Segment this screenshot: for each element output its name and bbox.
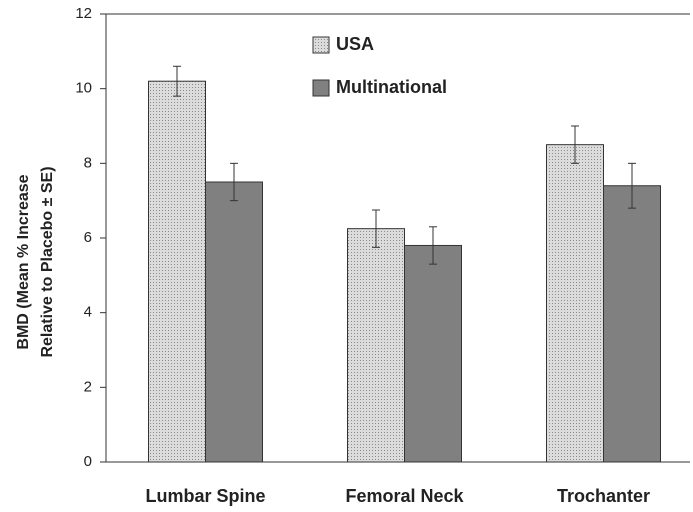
bar — [347, 228, 405, 463]
bar — [404, 244, 462, 463]
bar — [148, 80, 206, 463]
y-tick-label: 2 — [84, 378, 92, 395]
y-tick-label: 10 — [75, 80, 92, 97]
x-tick-label: Femoral Neck — [345, 486, 464, 506]
legend-label: USA — [336, 34, 374, 54]
y-tick-label: 8 — [84, 154, 92, 171]
y-axis-label: BMD (Mean % Increase — [15, 174, 32, 349]
y-axis-label: Relative to Placebo ± SE) — [39, 166, 56, 357]
y-tick-label: 0 — [84, 453, 92, 470]
y-tick-label: 12 — [75, 5, 92, 22]
y-tick-label: 6 — [84, 229, 92, 246]
bar — [603, 185, 661, 463]
bar — [205, 181, 263, 463]
legend-swatch — [312, 36, 330, 54]
legend-swatch — [312, 79, 330, 97]
x-tick-label: Lumbar Spine — [145, 486, 265, 506]
x-tick-label: Trochanter — [557, 486, 650, 506]
legend-label: Multinational — [336, 77, 447, 97]
y-tick-label: 4 — [84, 304, 92, 321]
bar — [546, 144, 604, 463]
